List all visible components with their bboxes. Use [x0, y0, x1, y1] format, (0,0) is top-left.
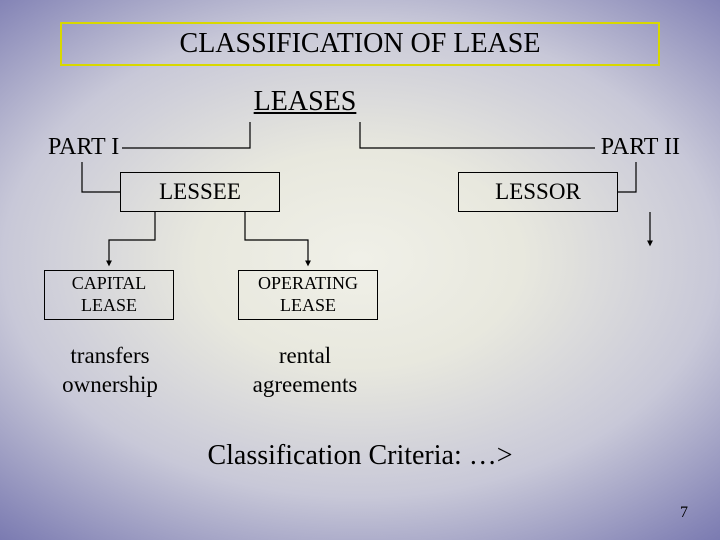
capital-lease-label: CAPITAL LEASE — [45, 273, 173, 316]
part1-label: PART I — [48, 134, 119, 161]
capital-lease-box: CAPITAL LEASE — [44, 270, 174, 320]
lessee-box: LESSEE — [120, 172, 280, 212]
operating-lease-label: OPERATING LEASE — [239, 273, 377, 316]
title-box: CLASSIFICATION OF LEASE — [60, 22, 660, 66]
root-node: LEASES — [240, 86, 370, 118]
lessor-box: LESSOR — [458, 172, 618, 212]
rental-text: rental agreements — [225, 342, 385, 400]
transfers-text: transfers ownership — [40, 342, 180, 400]
lessor-label: LESSOR — [495, 179, 581, 205]
criteria-text: Classification Criteria: …> — [0, 440, 720, 472]
title-text: CLASSIFICATION OF LEASE — [180, 28, 541, 60]
page-number: 7 — [680, 504, 688, 522]
lessee-label: LESSEE — [159, 179, 241, 205]
operating-lease-box: OPERATING LEASE — [238, 270, 378, 320]
part2-label: PART II — [601, 134, 680, 161]
